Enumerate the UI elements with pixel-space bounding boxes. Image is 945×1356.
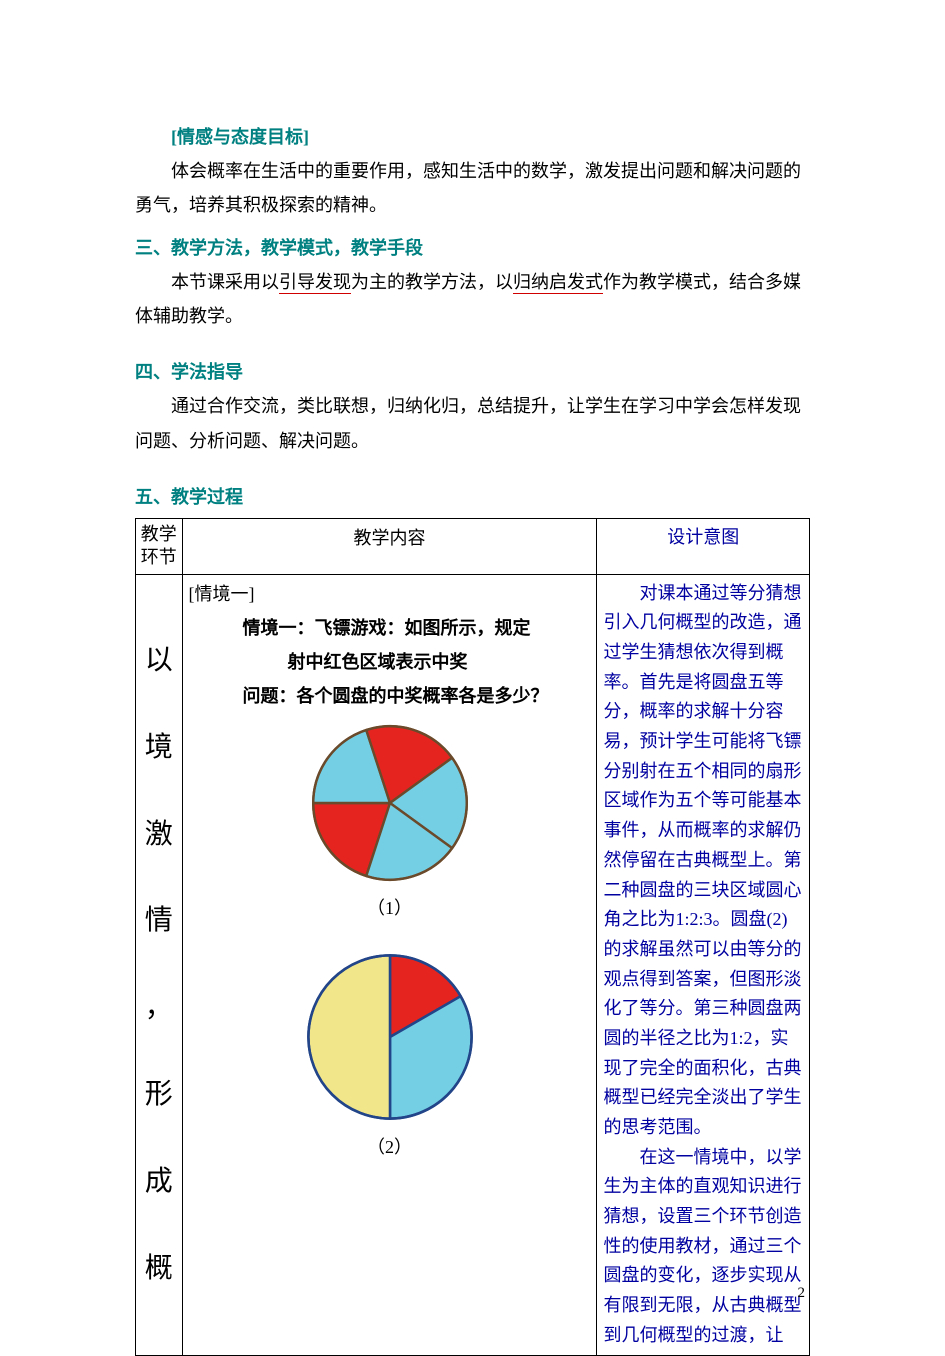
pie-chart-1-wrap [189, 713, 591, 887]
method-text-pre: 本节课采用以 [171, 272, 279, 292]
pie-chart-2-wrap [189, 942, 591, 1126]
design-paragraph-2: 在这一情境中，以学生为主体的直观知识进行猜想，设置三个环节创造性的使用教材，通过… [603, 1143, 803, 1351]
situation-line-2: 射中红色区域表示中奖 [189, 645, 591, 679]
method-underline-1: 引导发现 [279, 272, 351, 294]
method-underline-2: 归纳启发式 [513, 272, 603, 294]
emotion-paragraph: 体会概率在生活中的重要作用，感知生活中的数学，激发提出问题和解决问题的勇气，培养… [135, 154, 810, 222]
situation-line-1: 情境一：飞镖游戏：如图所示，规定 [189, 611, 591, 645]
pie-chart-1 [310, 723, 470, 883]
section-study-heading: 四、学法指导 [135, 355, 810, 389]
stage-vertical-text: 以境激情，形成概 [136, 574, 183, 1355]
pie-chart-2 [305, 952, 475, 1122]
study-paragraph: 通过合作交流，类比联想，归纳化归，总结提升，让学生在学习中学会怎样发现问题、分析… [135, 389, 810, 457]
hdr-design: 设计意图 [597, 518, 810, 574]
design-cell: 对课本通过等分猜想引入几何概型的改造，通过学生猜想依次得到概率。首先是将圆盘五等… [597, 574, 810, 1355]
method-text-mid1: 为主的教学方法，以 [351, 272, 513, 292]
page-number: 2 [798, 1279, 806, 1308]
section-method-heading: 三、教学方法，教学模式，教学手段 [135, 231, 810, 265]
hdr-content: 教学内容 [182, 518, 597, 574]
method-paragraph: 本节课采用以引导发现为主的教学方法，以归纳启发式作为教学模式，结合多媒体辅助教学… [135, 265, 810, 333]
content-cell: [情境一] 情境一：飞镖游戏：如图所示，规定 射中红色区域表示中奖 问题：各个圆… [182, 574, 597, 1355]
situation-tag: [情境一] [189, 577, 591, 611]
table-body-row: 以境激情，形成概 [情境一] 情境一：飞镖游戏：如图所示，规定 射中红色区域表示… [136, 574, 810, 1355]
chart-2-label: （2） [189, 1130, 591, 1164]
chart-1-label: （1） [189, 891, 591, 925]
design-paragraph-1: 对课本通过等分猜想引入几何概型的改造，通过学生猜想依次得到概率。首先是将圆盘五等… [603, 579, 803, 1143]
lesson-table: 教学环节 教学内容 设计意图 以境激情，形成概 [情境一] 情境一：飞镖游戏：如… [135, 518, 810, 1356]
emotion-heading: [情感与态度目标] [135, 120, 810, 154]
table-header-row: 教学环节 教学内容 设计意图 [136, 518, 810, 574]
situation-line-3: 问题：各个圆盘的中奖概率各是多少？ [189, 679, 591, 713]
hdr-stage: 教学环节 [136, 518, 183, 574]
section-process-heading: 五、教学过程 [135, 480, 810, 514]
